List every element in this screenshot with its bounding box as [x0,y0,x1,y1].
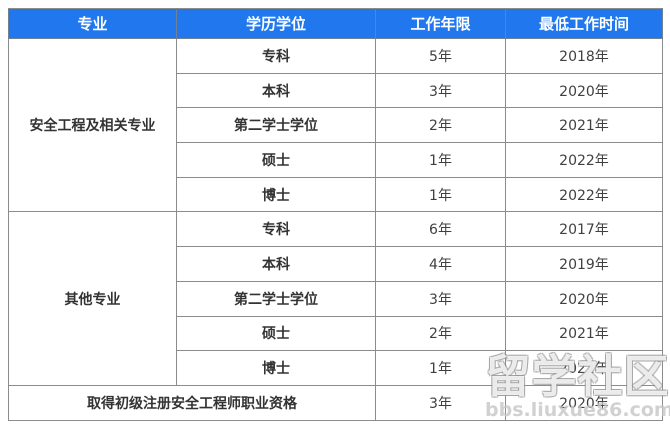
work-years-cell: 2年 [375,107,506,144]
qualification-requirements-table: 专业 学历学位 工作年限 最低工作时间 安全工程及相关专业 专科 5年 2018年 本科… [8,8,663,421]
degree-cell: 专科 [176,211,376,248]
column-header-min-work-time: 最低工作时间 [505,8,663,39]
table-row: 第二学士学位 3年 2020年 [9,280,663,317]
work-years-cell: 1年 [375,142,506,178]
degree-cell: 博士 [176,176,376,213]
table-body: 安全工程及相关专业 专科 5年 2018年 本科 3年 2020年 第二学士学位 2年 2021年… [8,37,663,421]
degree-cell: 本科 [176,72,376,109]
min-year-cell: 2017年 [505,211,663,248]
footer-min-year-cell: 2020年 [505,384,663,421]
min-year-cell: 2022年 [505,350,663,386]
footer-row: 取得初级注册安全工程师职业资格 3年 2020年 [8,384,663,421]
min-year-cell: 2019年 [505,246,663,282]
degree-cell: 本科 [176,246,376,282]
table-row: 硕士 2年 2021年 [9,315,663,352]
major-cell: 其他专业 [8,211,177,386]
work-years-cell: 1年 [375,350,506,386]
table-row: 本科 4年 2019年 [9,246,663,282]
table-row: 本科 3年 2020年 [9,72,663,109]
degree-cell: 专科 [176,38,376,74]
major-cell: 安全工程及相关专业 [8,37,177,213]
table-row: 硕士 1年 2022年 [9,142,663,178]
work-years-cell: 2年 [375,315,506,352]
min-year-cell: 2022年 [505,176,663,213]
work-years-cell: 6年 [375,211,506,248]
degree-cell: 第二学士学位 [176,280,376,317]
work-years-cell: 3年 [375,72,506,109]
column-header-work-years: 工作年限 [375,8,506,39]
header-row: 专业 学历学位 工作年限 最低工作时间 [8,8,663,39]
degree-cell: 硕士 [176,315,376,352]
column-header-degree: 学历学位 [176,8,376,39]
table-row: 博士 1年 2022年 [9,350,663,386]
min-year-cell: 2022年 [505,142,663,178]
min-year-cell: 2020年 [505,280,663,317]
degree-cell: 第二学士学位 [176,107,376,144]
min-year-cell: 2021年 [505,107,663,144]
degree-cell: 硕士 [176,142,376,178]
min-year-cell: 2020年 [505,72,663,109]
min-year-cell: 2018年 [505,38,663,74]
table-row: 安全工程及相关专业 专科 5年 2018年 [8,37,663,213]
work-years-cell: 5年 [375,38,506,74]
work-years-cell: 3年 [375,280,506,317]
footer-label-cell: 取得初级注册安全工程师职业资格 [8,384,376,421]
work-years-cell: 4年 [375,246,506,282]
table-row: 第二学士学位 2年 2021年 [9,107,663,144]
min-year-cell: 2021年 [505,315,663,352]
column-header-major: 专业 [8,8,177,39]
table-row: 其他专业 专科 6年 2017年 [8,211,663,386]
table-row: 博士 1年 2022年 [9,176,663,213]
degree-cell: 博士 [176,350,376,386]
footer-work-years-cell: 3年 [375,384,506,421]
work-years-cell: 1年 [375,176,506,213]
